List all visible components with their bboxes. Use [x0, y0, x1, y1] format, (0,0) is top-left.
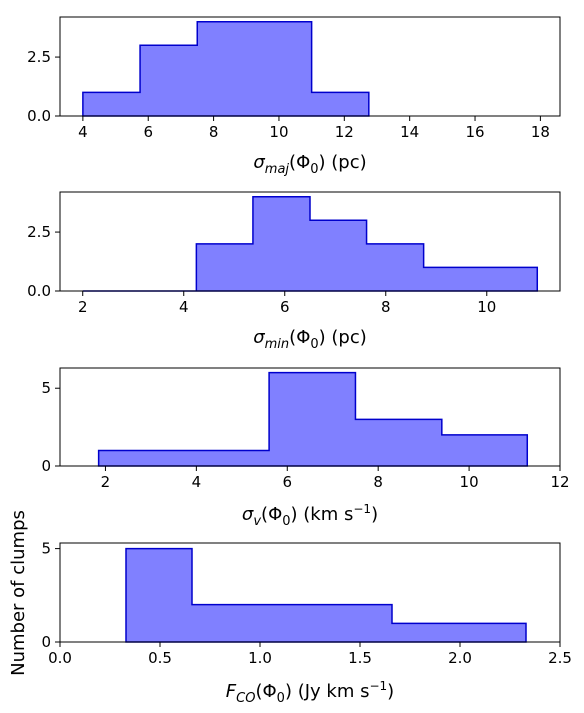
y-tick-label: 0: [41, 457, 51, 475]
x-axis-label-paren: ): [285, 681, 292, 702]
axes-frame: [59, 367, 561, 467]
x-axis-label-unit-close: ): [387, 681, 394, 702]
x-tick-label: 2: [78, 298, 88, 316]
x-axis-label: FCO(Φ0) (Jy km s−1): [226, 679, 394, 706]
x-axis-label-unit: (km s: [298, 504, 354, 525]
x-tick-label: 4: [78, 123, 88, 141]
x-tick-label: 8: [373, 473, 383, 491]
x-axis-label-subscript: CO: [236, 691, 255, 706]
x-tick-label: 6: [282, 473, 292, 491]
x-tick-label: 14: [400, 123, 419, 141]
y-tick-label: 5: [41, 379, 51, 397]
x-tick-label: 0.0: [48, 649, 72, 667]
x-axis-label-paren: (: [255, 681, 262, 702]
x-tick-label: 10: [460, 473, 479, 491]
y-tick-label: 0: [41, 633, 51, 651]
x-axis-label-argument: Φ: [296, 152, 310, 173]
x-axis-label-unit-exponent: −1: [353, 502, 371, 516]
x-tick-label: 8: [209, 123, 219, 141]
x-axis-label-paren: (: [289, 152, 296, 173]
x-tick-label: 16: [465, 123, 484, 141]
x-axis-label-unit-exponent: −1: [369, 679, 387, 693]
x-tick-label: 6: [280, 298, 290, 316]
x-axis-label-unit: (Jy km s: [292, 681, 369, 702]
histogram-panel-1: 4 6 8 10 12 14 16 18 0.0 2.5 σmaj(Φ0) (pc): [27, 16, 561, 177]
histogram-bars: [82, 20, 370, 117]
histogram-bars: [125, 547, 527, 643]
axes-frame: [59, 542, 561, 643]
x-axis-label: σv(Φ0) (km s−1): [242, 502, 378, 529]
x-tick-label: 4: [179, 298, 189, 316]
x-tick-label: 10: [269, 123, 288, 141]
histogram-bars: [97, 371, 529, 467]
x-axis-label-symbol: F: [226, 681, 237, 702]
axes-frame: [59, 191, 561, 292]
x-axis-label-argument-subscript: 0: [277, 691, 285, 706]
y-tick-label: 5: [41, 540, 51, 558]
x-axis-label-argument: Φ: [263, 681, 277, 702]
shared-y-axis-label: Number of clumps: [8, 510, 29, 676]
y-tick-label: 0.0: [27, 282, 51, 300]
x-axis-label: σmaj(Φ0) (pc): [253, 152, 366, 177]
x-tick-label: 18: [531, 123, 550, 141]
x-tick-label: 12: [550, 473, 569, 491]
x-tick-label: 1.5: [348, 649, 372, 667]
x-axis-label-subscript: maj: [265, 162, 290, 177]
x-axis-label-subscript: min: [265, 337, 290, 352]
x-axis-label-symbol: σ: [253, 327, 265, 348]
x-axis-label-paren: ): [319, 152, 326, 173]
x-axis-label-paren: ): [319, 327, 326, 348]
histogram-bars: [82, 195, 539, 292]
x-tick-label: 6: [143, 123, 153, 141]
x-axis-label-symbol: σ: [242, 504, 254, 525]
x-tick-label: 2: [101, 473, 111, 491]
x-tick-label: 10: [477, 298, 496, 316]
x-axis-label-argument: Φ: [296, 327, 310, 348]
x-axis-label-argument-subscript: 0: [282, 514, 290, 529]
x-axis-label-symbol: σ: [253, 152, 265, 173]
x-axis-label: σmin(Φ0) (pc): [253, 327, 367, 352]
x-axis-label-argument-subscript: 0: [310, 337, 318, 352]
x-axis-label-unit: (pc): [326, 327, 367, 348]
y-tick-label: 0.0: [27, 107, 51, 125]
x-axis-label-paren: ): [291, 504, 298, 525]
x-axis-label-unit: (pc): [326, 152, 367, 173]
axes-frame: [59, 16, 561, 117]
x-tick-label: 8: [381, 298, 391, 316]
x-axis-label-unit-close: ): [371, 504, 378, 525]
x-axis-label-argument-subscript: 0: [310, 162, 318, 177]
x-axis-label-paren: (: [261, 504, 268, 525]
y-tick-label: 2.5: [27, 223, 51, 241]
x-tick-label: 1.0: [248, 649, 272, 667]
y-tick-label: 2.5: [27, 48, 51, 66]
x-tick-label: 12: [335, 123, 354, 141]
x-tick-label: 4: [192, 473, 202, 491]
x-axis-label-argument: Φ: [268, 504, 282, 525]
x-axis-label-paren: (: [289, 327, 296, 348]
x-tick-label: 2.0: [448, 649, 472, 667]
x-tick-label: 2.5: [548, 649, 572, 667]
x-tick-label: 0.5: [148, 649, 172, 667]
histogram-panel-2: 2 4 6 8 10 0.0 2.5 σmin(Φ0) (pc): [27, 191, 561, 352]
x-axis-label-subscript: v: [253, 514, 261, 529]
